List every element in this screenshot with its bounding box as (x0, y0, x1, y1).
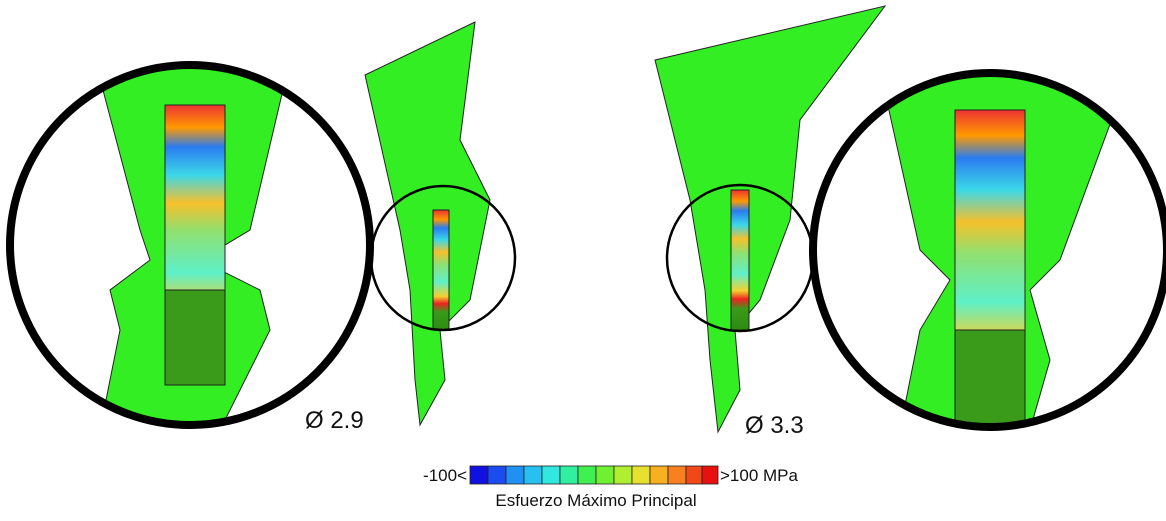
tooth-model (365, 22, 490, 425)
figure: Ø 2.9 Ø 3.3 -100< >100 MPa Esfuerzo Máxi… (0, 0, 1166, 521)
colorbar-max: >100 MPa (720, 466, 799, 485)
colorbar (470, 466, 718, 484)
left-zoom (0, 60, 380, 430)
colorbar-min: -100< (423, 466, 467, 485)
diameter-label: Ø 3.3 (745, 412, 804, 439)
diameter-label: Ø 2.9 (305, 407, 364, 434)
colorbar-title: Esfuerzo Máximo Principal (495, 491, 696, 510)
